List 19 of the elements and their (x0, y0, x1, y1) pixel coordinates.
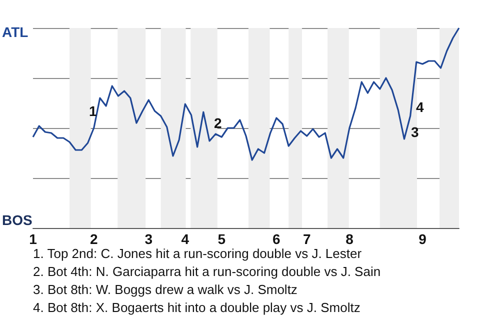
x-tick-label: 2 (90, 231, 98, 247)
text: 3. Bot 8th: W. Boggs drew a walk vs J. Smoltz (33, 281, 298, 299)
text: 2. Bot 4th: N. Garciaparra hit a run-scoring double vs J. Sain (33, 263, 381, 281)
annotation: 2 (214, 115, 222, 131)
annotation: 1 (89, 103, 97, 119)
x-tick-label: 4 (181, 231, 190, 247)
x-tick-label: 7 (302, 231, 311, 247)
x-tick-label: 5 (218, 231, 226, 247)
x-tick-label: 8 (346, 231, 354, 247)
x-tick-label: 6 (272, 231, 281, 247)
text: BOS (2, 212, 32, 228)
annotation: 3 (411, 124, 419, 140)
text: 1. Top 2nd: C. Jones hit a run-scoring double vs J. Lester (33, 245, 363, 263)
annotation: 4 (416, 99, 424, 115)
x-tick-label: 9 (418, 231, 427, 247)
text: 4. Bot 8th: X. Bogaerts hit into a double play vs J. Smoltz (33, 299, 362, 317)
x-tick-label: 3 (144, 231, 153, 247)
x-tick-label: 1 (29, 231, 38, 247)
text: ATL (2, 24, 28, 40)
